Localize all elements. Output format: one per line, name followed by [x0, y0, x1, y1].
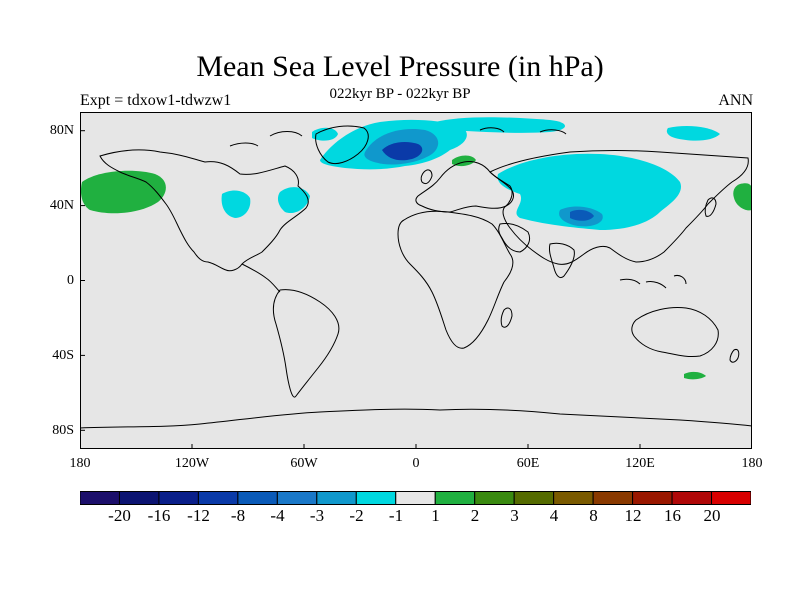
- lat-label-eq: 0: [67, 273, 74, 288]
- lat-label-40n: 40N: [49, 198, 74, 213]
- colorbar-label: -1: [388, 506, 404, 525]
- colorbar-swatch: [276, 491, 318, 505]
- coastline-madagascar: [500, 307, 513, 328]
- coastline-north-america: [99, 149, 309, 272]
- colorbar-label: -20: [108, 506, 131, 525]
- anomaly-positive-north-pacific-east: [733, 183, 752, 211]
- coastline-australia: [631, 307, 719, 357]
- anomaly-positive-southern-ocean: [684, 371, 706, 380]
- anomaly-fills: [80, 117, 752, 380]
- colorbar-label: 1: [431, 506, 440, 525]
- lat-label-80n: 80N: [49, 123, 74, 138]
- coastline-europe: [415, 161, 514, 213]
- anomaly-negative-siberia: [666, 126, 720, 141]
- colorbar-label: 20: [703, 506, 721, 525]
- colorbar-label: 8: [589, 506, 598, 525]
- lon-label-0: 0: [412, 456, 420, 471]
- coastline-southeast-asia: [619, 275, 687, 289]
- coastline-south-america: [272, 289, 340, 398]
- lon-label-180w: 180: [69, 456, 91, 471]
- colorbar-swatch: [513, 491, 555, 505]
- colorbar-swatch: [197, 491, 239, 505]
- coastlines: [80, 125, 752, 429]
- coastline-arabia: [498, 223, 531, 253]
- anomaly-negative-eurasia: [497, 153, 681, 230]
- colorbar-swatch: [80, 491, 120, 505]
- coastline-japan: [704, 197, 717, 217]
- anomaly-negative-north-atlantic-deep: [382, 142, 423, 161]
- colorbar-label: 16: [664, 506, 681, 525]
- colorbar-label: 4: [549, 506, 559, 525]
- anomaly-negative-labrador: [277, 187, 310, 214]
- coastline-uk: [420, 169, 433, 185]
- colorbar-swatch: [632, 491, 673, 505]
- axis-ticks: [80, 130, 641, 449]
- colorbar-swatch: [118, 491, 160, 505]
- anomaly-negative-arctic: [434, 117, 565, 133]
- colorbar-swatch: [316, 491, 357, 505]
- period-label: ANN: [718, 92, 753, 109]
- anomaly-negative-arctic-west: [312, 127, 338, 141]
- colorbar-swatch: [474, 491, 515, 505]
- map-subtitle: 022kyr BP - 022kyr BP: [329, 86, 471, 102]
- coastline-greenland: [315, 125, 369, 165]
- colorbar-swatch: [395, 491, 436, 505]
- colorbar-label: -3: [309, 506, 325, 525]
- lat-label-40s: 40S: [52, 348, 74, 363]
- colorbar-label: -8: [230, 506, 246, 525]
- coastline-arctic-islands: [229, 127, 567, 147]
- coastline-antarctica: [80, 408, 752, 429]
- colorbar-swatch: [158, 491, 199, 505]
- colorbar-swatch: [434, 491, 476, 505]
- coastline-india: [549, 242, 575, 279]
- colorbar-label: -16: [147, 506, 171, 525]
- colorbar-swatch: [553, 491, 594, 505]
- lon-label-120w: 120W: [174, 456, 210, 471]
- colorbar-swatch: [355, 491, 397, 505]
- colorbar-label: 3: [510, 506, 519, 525]
- map-title: Mean Sea Level Pressure (in hPa): [196, 50, 604, 83]
- colorbar-swatch: [237, 491, 278, 505]
- colorbar: [80, 491, 751, 505]
- colorbar-label: -12: [187, 506, 210, 525]
- experiment-label: Expt = tdxow1-tdwzw1: [80, 92, 232, 109]
- lon-label-60e: 60E: [516, 456, 540, 471]
- colorbar-label: 2: [470, 506, 480, 525]
- lat-label-80s: 80S: [52, 423, 74, 438]
- lon-label-60w: 60W: [290, 456, 318, 471]
- anomaly-negative-tibet-core: [570, 209, 594, 221]
- coastline-central-america: [241, 263, 281, 293]
- pressure-anomaly-map: [80, 112, 752, 449]
- coastline-africa: [397, 210, 514, 349]
- colorbar-label: -4: [270, 506, 285, 525]
- colorbar-label: -2: [349, 506, 364, 525]
- coastline-new-zealand: [729, 349, 740, 363]
- anomaly-negative-north-america: [221, 190, 251, 218]
- colorbar-swatch: [671, 491, 713, 505]
- lon-label-180e: 180: [741, 456, 763, 471]
- colorbar-label: 12: [624, 506, 642, 525]
- lon-label-120e: 120E: [625, 456, 655, 471]
- colorbar-swatch: [711, 491, 751, 505]
- colorbar-swatch: [592, 491, 634, 505]
